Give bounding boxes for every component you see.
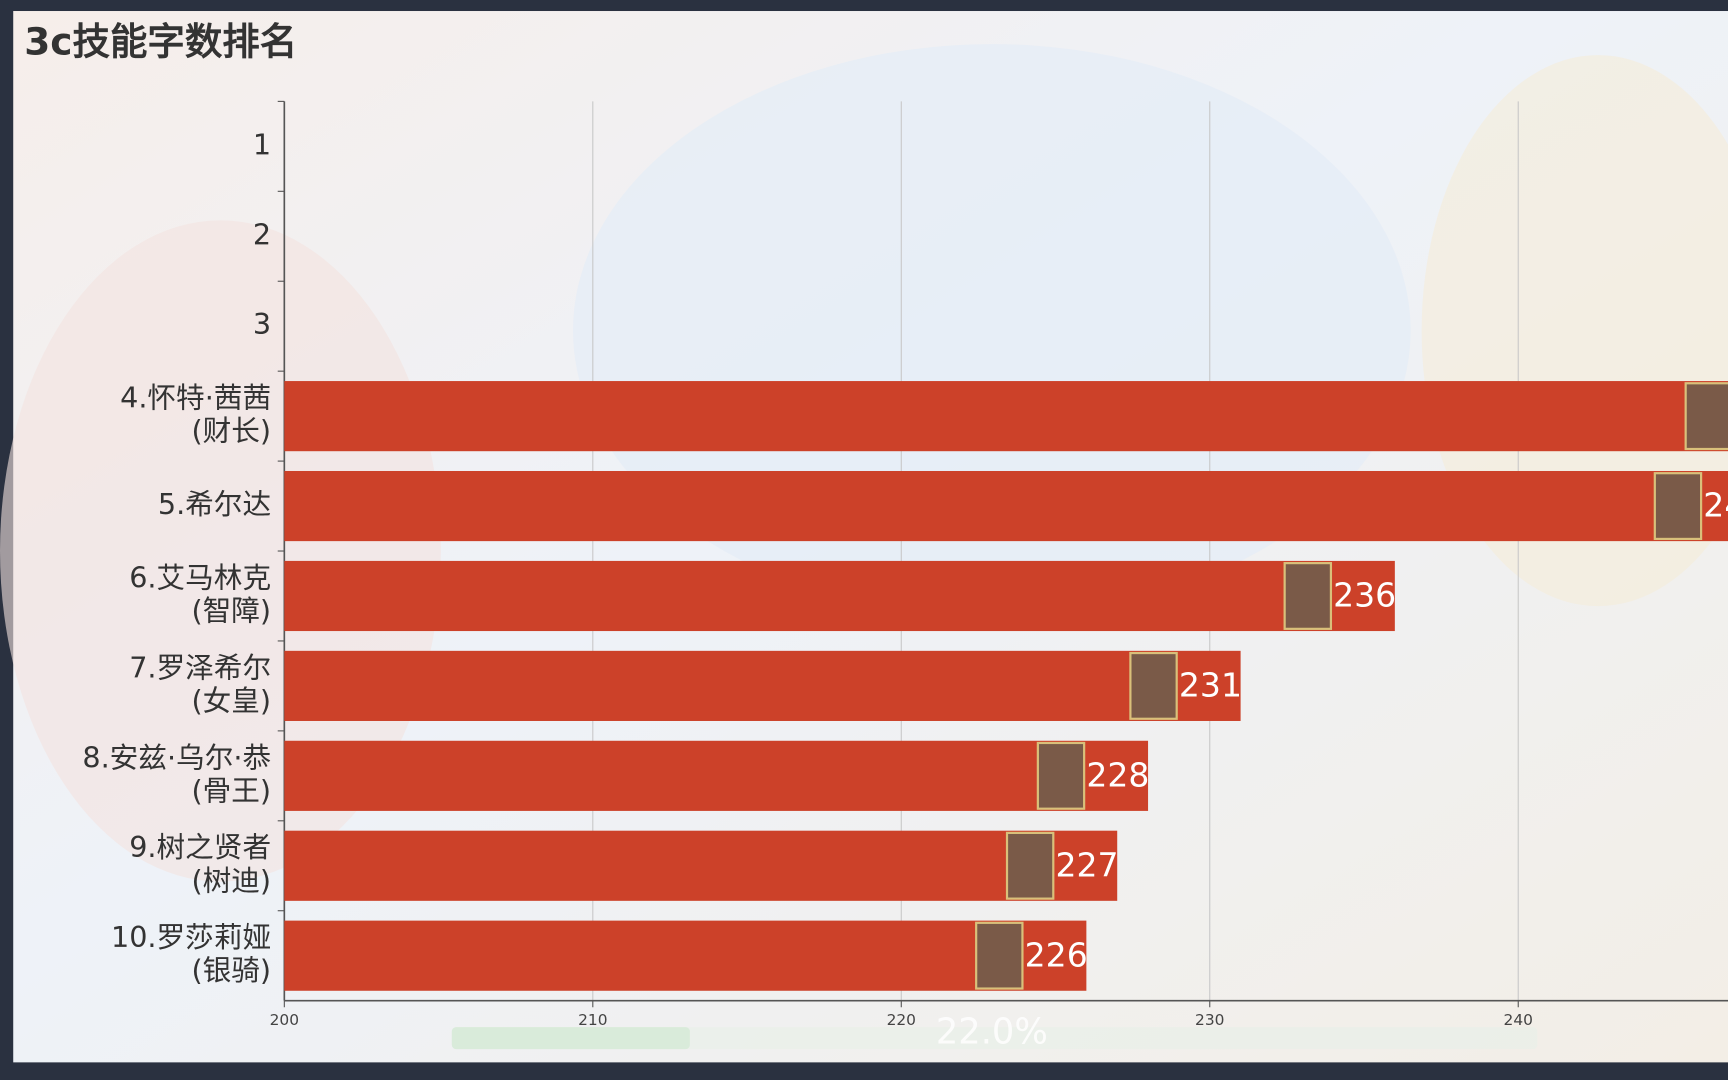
bar bbox=[284, 740, 1149, 811]
x-tick-label: 210 bbox=[578, 1011, 607, 1029]
avatar bbox=[1005, 831, 1055, 900]
y-tick-label: (女皇) bbox=[191, 683, 271, 717]
avatar bbox=[1036, 741, 1086, 810]
avatar bbox=[975, 921, 1024, 990]
y-tick-label: 8.安兹·乌尔·恭 bbox=[82, 740, 271, 774]
bar bbox=[284, 920, 1087, 991]
y-tick-label: 4.怀特·茜茜 bbox=[120, 381, 271, 415]
avatar bbox=[1653, 472, 1703, 541]
x-tick-label: 200 bbox=[270, 1011, 299, 1029]
bar bbox=[284, 470, 1728, 542]
avatar bbox=[1684, 382, 1728, 451]
value-label: 231 bbox=[1179, 666, 1242, 705]
y-tick-label: (树迪) bbox=[191, 863, 271, 897]
y-tick-label: 1 bbox=[253, 127, 271, 161]
value-label: 236 bbox=[1333, 576, 1396, 615]
bar bbox=[284, 650, 1241, 721]
chart-title: 3c技能字数排名 bbox=[24, 20, 297, 64]
y-tick-label: 7.罗泽希尔 bbox=[129, 650, 271, 684]
y-tick-label: (智障) bbox=[191, 594, 271, 628]
progress-fill bbox=[451, 1027, 690, 1050]
x-tick-label: 240 bbox=[1504, 1011, 1533, 1029]
y-tick-label: 5.希尔达 bbox=[158, 487, 271, 521]
y-tick-label: 2 bbox=[253, 217, 271, 251]
progress-track bbox=[451, 1027, 1538, 1050]
value-label: 248 bbox=[1703, 486, 1728, 525]
bar bbox=[284, 560, 1395, 632]
avatar bbox=[1283, 562, 1333, 630]
value-label: 227 bbox=[1056, 845, 1119, 884]
y-tick-label: 6.艾马林克 bbox=[129, 560, 271, 594]
avatar bbox=[1129, 651, 1178, 720]
bar bbox=[284, 381, 1728, 452]
y-tick-label: 10.罗莎莉娅 bbox=[111, 920, 271, 954]
y-tick-label: (财长) bbox=[191, 414, 271, 448]
y-tick-label: 3 bbox=[253, 307, 271, 341]
x-tick-label: 220 bbox=[887, 1011, 916, 1029]
value-label: 228 bbox=[1086, 755, 1149, 794]
bar bbox=[284, 830, 1118, 901]
background-art bbox=[1421, 55, 1728, 607]
y-tick-label: (银骑) bbox=[191, 953, 271, 987]
progress-label: 22.0% bbox=[936, 1012, 1048, 1053]
x-tick-label: 230 bbox=[1195, 1011, 1224, 1029]
plot: 2002102202302401234.怀特·茜茜(财长)2495.希尔达248… bbox=[82, 100, 1728, 1029]
y-tick-label: 9.树之贤者 bbox=[129, 830, 271, 864]
value-label: 226 bbox=[1025, 935, 1088, 974]
y-tick-label: (骨王) bbox=[191, 773, 271, 807]
